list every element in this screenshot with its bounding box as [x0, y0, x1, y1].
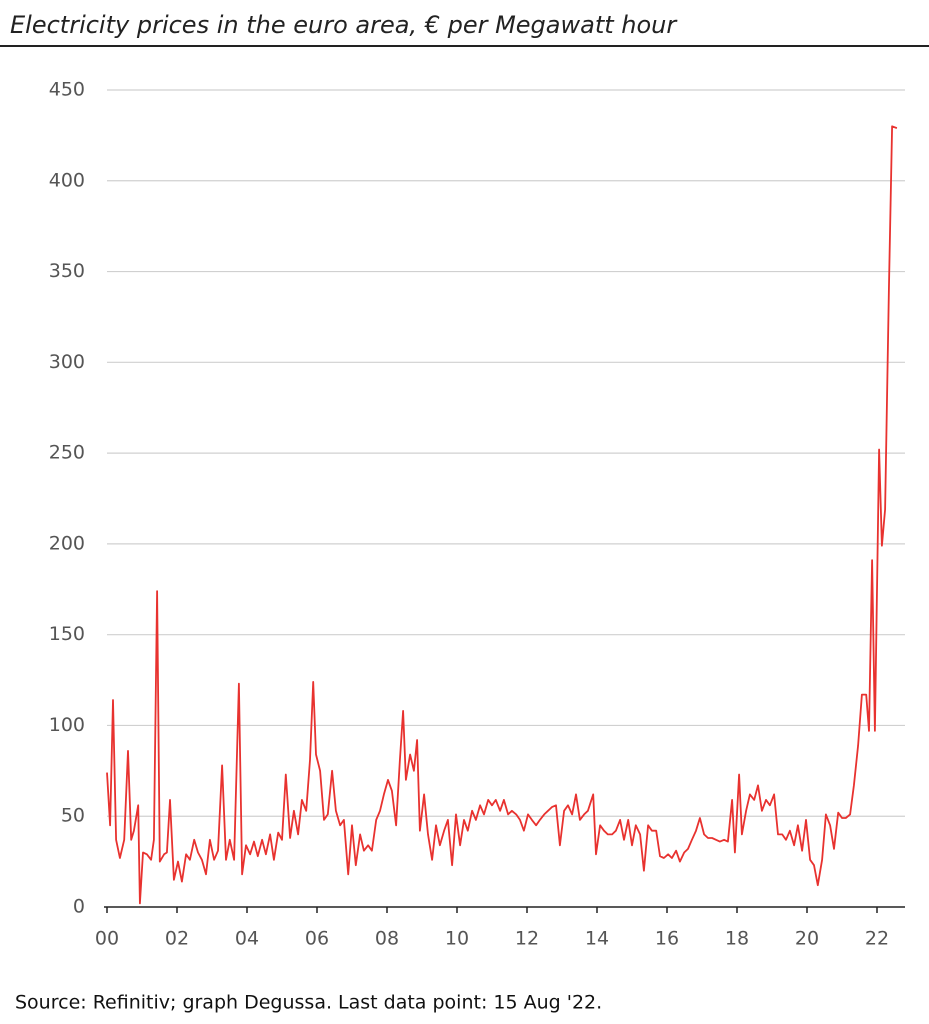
x-tick-label: 20	[795, 928, 819, 950]
x-tick-label: 06	[305, 928, 329, 950]
x-tick-label: 16	[655, 928, 679, 950]
x-tick-label: 00	[95, 928, 119, 950]
source-note: Source: Refinitiv; graph Degussa. Last d…	[15, 992, 602, 1014]
chart-title: Electricity prices in the euro area, € p…	[10, 11, 678, 39]
y-tick-label: 0	[73, 896, 85, 918]
x-tick-label: 18	[725, 928, 749, 950]
x-tick-label: 08	[375, 928, 399, 950]
price-line	[106, 125, 898, 905]
y-tick-label: 250	[49, 442, 85, 464]
x-tick-label: 10	[445, 928, 469, 950]
y-tick-label: 50	[61, 805, 85, 827]
x-tick-label: 22	[865, 928, 889, 950]
y-tick-label: 450	[49, 79, 85, 101]
y-tick-label: 150	[49, 623, 85, 645]
y-tick-label: 200	[49, 532, 85, 554]
y-tick-label: 400	[49, 169, 85, 191]
x-tick-label: 14	[585, 928, 609, 950]
x-tick-label: 12	[515, 928, 539, 950]
y-tick-label: 350	[49, 260, 85, 282]
y-tick-label: 100	[49, 714, 85, 736]
y-tick-label: 300	[49, 351, 85, 373]
x-tick-label: 02	[165, 928, 189, 950]
x-tick-label: 04	[235, 928, 259, 950]
